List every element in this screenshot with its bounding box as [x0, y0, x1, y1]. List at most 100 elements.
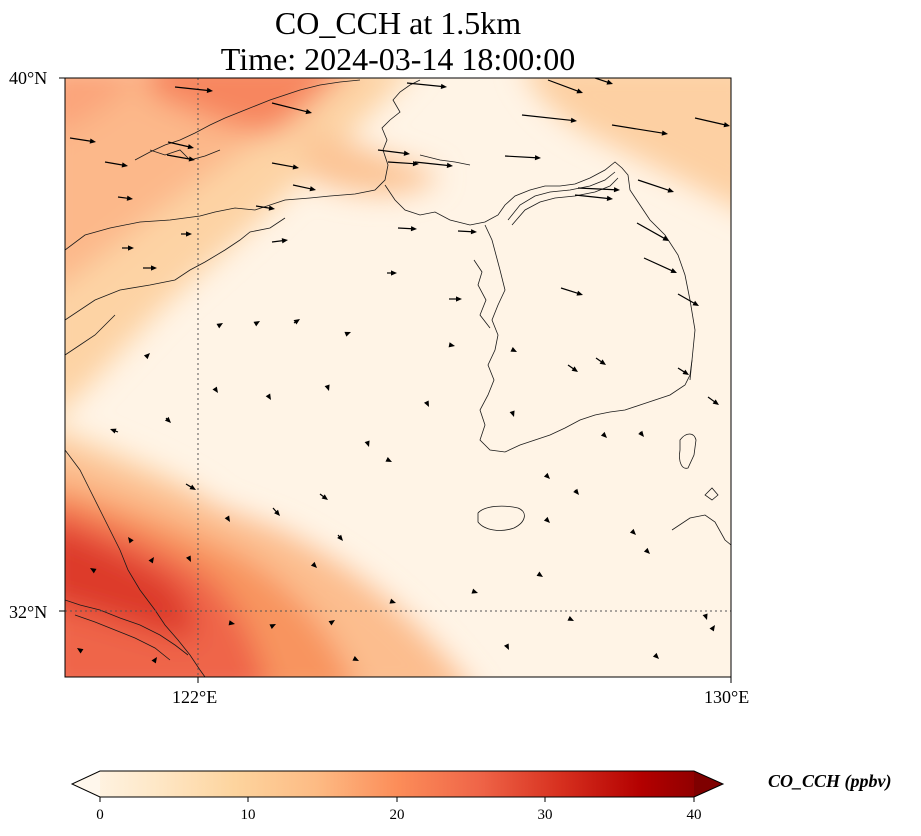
wind-arrow: [385, 456, 392, 462]
wind-arrow: [128, 537, 134, 544]
wind-arrow: [293, 319, 300, 325]
wind-arrow: [573, 488, 579, 495]
wind-arrow: [509, 410, 515, 417]
wind-arrow: [457, 229, 477, 235]
wind-arrow: [122, 245, 134, 251]
wind-arrow: [677, 293, 699, 306]
wind-arrow: [637, 179, 674, 193]
wind-arrow: [271, 238, 288, 244]
wind-arrow: [377, 149, 410, 156]
wind-arrow: [271, 162, 299, 170]
wind-arrow: [595, 357, 606, 365]
wind-arrow: [104, 161, 128, 168]
wind-arrow: [77, 648, 84, 654]
wind-arrow: [387, 161, 419, 167]
wind-arrow: [643, 257, 677, 273]
lon-tick-122e: 122°E: [172, 687, 218, 707]
wind-arrow: [344, 331, 351, 337]
colorbar-tick-20: 20: [389, 807, 405, 823]
colorbar-tick-40: 40: [686, 807, 702, 823]
wind-arrow: [255, 205, 275, 211]
wind-arrow: [567, 615, 574, 621]
wind-arrow: [652, 652, 659, 659]
wind-arrow: [510, 346, 517, 352]
wind-arrow: [216, 323, 223, 329]
axis-ticks: [59, 77, 732, 683]
wind-arrow: [352, 655, 359, 661]
wind-arrow: [543, 516, 550, 523]
wind-arrow: [328, 620, 335, 626]
colorbar-tick-0: 0: [96, 807, 104, 823]
wind-arrow: [702, 613, 708, 620]
lat-tick-40n: 40°N: [9, 68, 48, 88]
wind-arrow: [364, 440, 370, 447]
wind-arrow: [271, 102, 312, 115]
wind-arrow: [709, 625, 715, 632]
wind-arrow: [143, 265, 157, 271]
wind-arrow: [694, 117, 730, 128]
wind-arrow: [643, 547, 650, 554]
map-frame: [64, 77, 732, 678]
colorbar-tick-10: 10: [240, 807, 256, 823]
wind-arrow: [272, 507, 280, 516]
wind-vectors: [69, 78, 730, 664]
wind-arrow: [110, 428, 119, 434]
colorbar: [70, 770, 725, 802]
wind-arrow: [677, 367, 689, 375]
wind-arrow: [636, 222, 669, 241]
wind-arrow: [164, 416, 171, 423]
wind-arrow: [638, 430, 644, 437]
map-subtitle: Time: 2024-03-14 18:00:00: [220, 41, 576, 77]
wind-arrow: [414, 161, 453, 168]
wind-arrow: [90, 568, 97, 574]
wind-arrow: [707, 396, 719, 405]
lon-tick-130e: 130°E: [704, 687, 750, 707]
wind-arrow: [471, 588, 478, 594]
wind-arrow: [536, 571, 543, 577]
wind-arrow: [337, 534, 343, 541]
colorbar-tick-30: 30: [537, 807, 553, 823]
wind-arrow: [324, 384, 330, 391]
wind-arrow: [611, 124, 668, 136]
wind-arrow: [543, 472, 550, 479]
wind-arrow: [69, 137, 96, 144]
gridlines: [65, 78, 731, 677]
colorbar-label: CO_CCH (ppbv): [768, 771, 892, 791]
wind-arrow: [212, 386, 218, 393]
wind-arrow: [387, 270, 397, 276]
wind-arrow: [629, 528, 636, 535]
wind-arrow: [228, 620, 235, 626]
wind-arrow: [547, 79, 583, 94]
wind-arrow: [310, 561, 317, 568]
map-title: CO_CCH at 1.5km: [274, 5, 522, 41]
wind-arrow: [265, 393, 271, 400]
wind-arrow: [166, 154, 195, 162]
wind-arrow: [600, 431, 607, 438]
wind-arrow: [406, 82, 447, 89]
wind-arrow: [389, 598, 396, 604]
wind-arrow: [181, 231, 192, 237]
wind-arrow: [143, 353, 150, 360]
wind-arrow: [567, 364, 578, 372]
wind-arrow: [448, 342, 455, 348]
wind-arrow: [174, 86, 213, 93]
wind-arrow: [521, 114, 577, 123]
wind-arrow: [167, 141, 194, 150]
wind-arrow: [292, 184, 316, 192]
wind-arrow: [253, 321, 260, 327]
wind-arrow: [504, 155, 541, 161]
wind-arrow: [503, 643, 509, 650]
wind-arrow: [269, 624, 276, 630]
wind-arrow: [574, 194, 613, 201]
coastlines: [65, 79, 731, 677]
wind-arrow: [560, 287, 583, 296]
wind-arrow: [423, 400, 429, 407]
wind-arrow: [185, 555, 191, 562]
wind-arrow: [319, 493, 328, 500]
wind-arrow: [577, 187, 620, 193]
wind-arrow: [594, 78, 613, 85]
concentration-field: [65, 78, 731, 677]
wind-arrow: [224, 515, 230, 522]
wind-arrow: [148, 557, 154, 564]
wind-arrow: [117, 195, 133, 201]
